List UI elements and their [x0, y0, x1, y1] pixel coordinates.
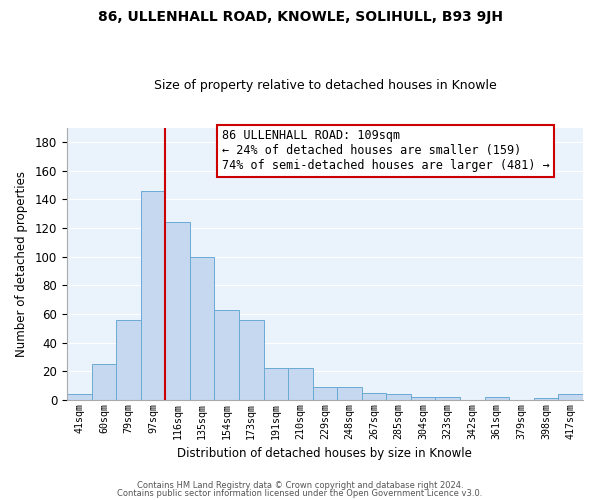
- X-axis label: Distribution of detached houses by size in Knowle: Distribution of detached houses by size …: [178, 447, 472, 460]
- Bar: [239, 320, 263, 400]
- Bar: [288, 368, 313, 400]
- Text: 86 ULLENHALL ROAD: 109sqm
← 24% of detached houses are smaller (159)
74% of semi: 86 ULLENHALL ROAD: 109sqm ← 24% of detac…: [222, 129, 550, 172]
- Text: Contains HM Land Registry data © Crown copyright and database right 2024.: Contains HM Land Registry data © Crown c…: [137, 481, 463, 490]
- Bar: [214, 310, 239, 400]
- Bar: [533, 398, 558, 400]
- Bar: [190, 256, 214, 400]
- Y-axis label: Number of detached properties: Number of detached properties: [15, 171, 28, 357]
- Bar: [386, 394, 411, 400]
- Bar: [313, 387, 337, 400]
- Bar: [116, 320, 141, 400]
- Bar: [263, 368, 288, 400]
- Bar: [337, 387, 362, 400]
- Bar: [362, 392, 386, 400]
- Text: Contains public sector information licensed under the Open Government Licence v3: Contains public sector information licen…: [118, 488, 482, 498]
- Bar: [558, 394, 583, 400]
- Title: Size of property relative to detached houses in Knowle: Size of property relative to detached ho…: [154, 79, 496, 92]
- Bar: [411, 397, 436, 400]
- Bar: [67, 394, 92, 400]
- Bar: [485, 397, 509, 400]
- Bar: [165, 222, 190, 400]
- Bar: [141, 191, 165, 400]
- Bar: [436, 397, 460, 400]
- Text: 86, ULLENHALL ROAD, KNOWLE, SOLIHULL, B93 9JH: 86, ULLENHALL ROAD, KNOWLE, SOLIHULL, B9…: [97, 10, 503, 24]
- Bar: [92, 364, 116, 400]
